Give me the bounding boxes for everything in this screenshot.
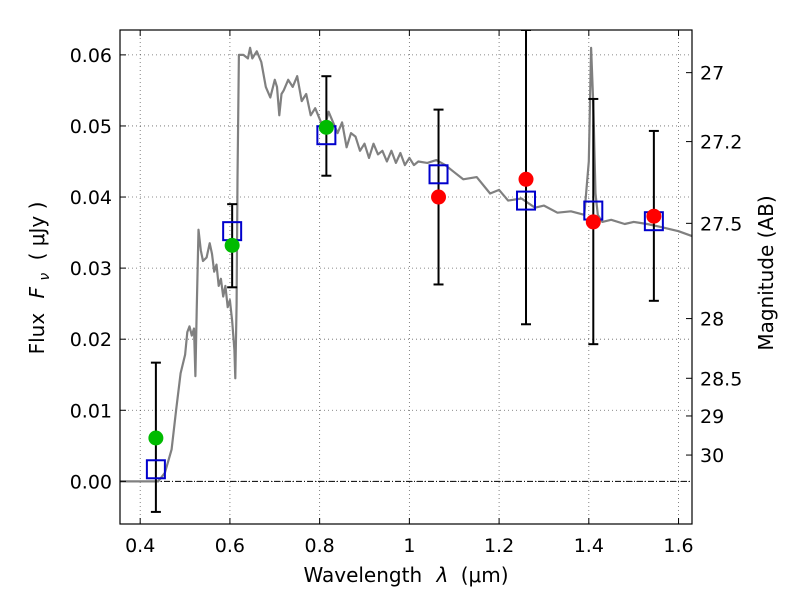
y2-axis-title: Magnitude (AB) xyxy=(754,195,778,350)
x-tick-label: 1 xyxy=(403,535,415,557)
y-tick-label: 0.02 xyxy=(70,329,112,351)
model-photometry-square xyxy=(145,459,166,480)
magnitude-tick-label: 27 xyxy=(700,63,724,85)
y-axis-label: Flux xyxy=(25,313,49,355)
upper-limit-point xyxy=(431,189,447,205)
magnitude-tick-label: 29 xyxy=(700,406,724,428)
model-photometry-square xyxy=(516,190,537,211)
x-axis-label: Wavelength xyxy=(303,563,422,587)
y-tick-label: 0.05 xyxy=(70,116,112,138)
magnitude-tick-label: 28 xyxy=(700,309,724,331)
y-tick-label: 0.01 xyxy=(70,400,112,422)
x-tick-labels: 0.4 0.6 0.8 1 1.2 1.4 1.6 xyxy=(125,535,694,557)
x-tick-label: 0.6 xyxy=(215,535,245,557)
x-tick-label: 1.2 xyxy=(484,535,514,557)
x-tick-label: 0.8 xyxy=(305,535,335,557)
y-tick-labels: 0.00 0.01 0.02 0.03 0.04 0.05 0.06 xyxy=(70,45,112,493)
plot-frame xyxy=(119,29,693,525)
y-axis-unit: ( μJy ) xyxy=(25,202,49,261)
upper-limit-point xyxy=(646,208,662,224)
model-photometry-square xyxy=(428,164,449,185)
x-tick-label: 1.6 xyxy=(663,535,693,557)
y-tick-label: 0.06 xyxy=(70,45,112,67)
detection-point xyxy=(318,119,334,135)
y-axis-title: Flux F ν ( μJy ) xyxy=(25,202,54,355)
magnitude-tick-label: 27.5 xyxy=(700,213,742,235)
x-axis-title: Wavelength λ (μm) xyxy=(303,563,508,587)
x-axis-symbol: λ xyxy=(436,563,449,587)
y-axis-symbol: F xyxy=(25,286,49,298)
magnitude-tick-labels: 27 27.2 27.5 28 28.5 29 30 xyxy=(700,63,742,467)
observed-photometry-points xyxy=(148,119,662,446)
x-tick-label: 1.4 xyxy=(574,535,604,557)
magnitude-tick-label: 30 xyxy=(700,445,724,467)
y-tick-label: 0.03 xyxy=(70,258,112,280)
upper-limit-point xyxy=(518,171,534,187)
magnitude-tick-label: 28.5 xyxy=(700,368,742,390)
upper-limit-point xyxy=(585,214,601,230)
axis-ticks xyxy=(120,30,692,524)
y-axis-subscript: ν xyxy=(37,273,53,281)
x-tick-label: 0.4 xyxy=(125,535,155,557)
y-tick-label: 0.04 xyxy=(70,187,112,209)
x-axis-unit: (μm) xyxy=(461,563,509,587)
magnitude-tick-label: 27.2 xyxy=(700,132,742,154)
model-spectrum-line xyxy=(120,46,692,483)
detection-point xyxy=(148,430,164,446)
y-tick-label: 0.00 xyxy=(70,471,112,493)
detection-point xyxy=(224,237,240,253)
